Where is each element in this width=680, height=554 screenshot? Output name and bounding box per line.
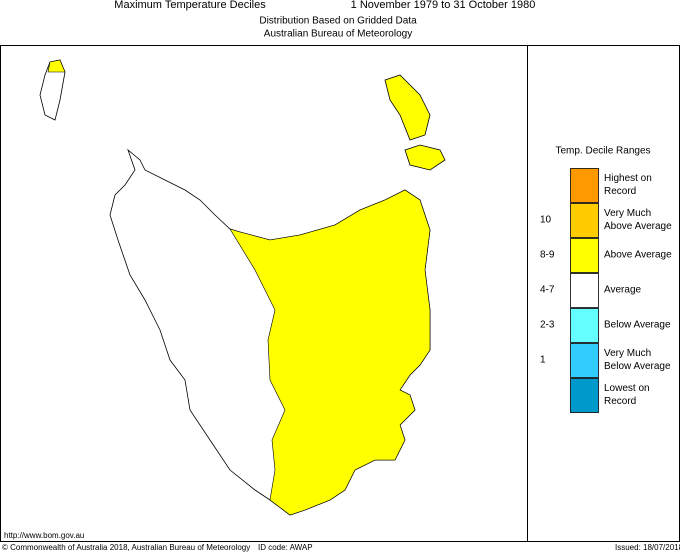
legend-label: Above Average <box>604 221 672 232</box>
legend-range: 10 <box>540 215 552 226</box>
period: 1 November 1979 to 31 October 1980 <box>351 0 536 11</box>
flinders-island <box>384 74 431 141</box>
map <box>39 59 446 516</box>
legend-label: Above Average <box>604 250 672 261</box>
legend-label: Record <box>604 396 636 407</box>
legend-label: Very Much <box>604 208 651 219</box>
legend-swatch <box>570 168 599 203</box>
legend-swatch <box>570 308 599 343</box>
legend-title: Temp. Decile Ranges <box>555 146 650 157</box>
subtitle: Distribution Based on Gridded Data <box>259 16 417 27</box>
url: http://www.bom.gov.au <box>4 531 84 540</box>
id-code: ID code: AWAP <box>258 543 313 552</box>
legend: Highest on Record 10 Very Much Above Average… <box>540 168 672 413</box>
legend-swatch <box>570 273 599 308</box>
legend-label: Below Average <box>604 361 671 372</box>
legend-label: Very Much <box>604 348 651 359</box>
issued: Issued: 18/07/2018 <box>615 543 680 552</box>
legend-label: Lowest on <box>604 383 650 394</box>
above-average-region <box>47 59 66 73</box>
subtitle: Australian Bureau of Meteorology <box>264 29 412 40</box>
legend-range: 8-9 <box>540 250 555 261</box>
title: Maximum Temperature Deciles <box>114 0 266 11</box>
legend-swatch <box>570 238 599 273</box>
legend-label: Average <box>604 285 642 296</box>
legend-label: Below Average <box>604 320 671 331</box>
above-average-region <box>229 189 431 516</box>
legend-range: 4-7 <box>540 285 555 296</box>
legend-label: Highest on <box>604 173 652 184</box>
legend-range: 2-3 <box>540 320 555 331</box>
legend-swatch <box>570 343 599 378</box>
cape-barren-island <box>404 144 446 171</box>
legend-label: Record <box>604 186 636 197</box>
legend-range: 1 <box>540 355 546 366</box>
legend-swatch <box>570 378 599 413</box>
legend-swatch <box>570 203 599 238</box>
copyright: © Commonwealth of Australia 2018, Austra… <box>2 543 250 552</box>
